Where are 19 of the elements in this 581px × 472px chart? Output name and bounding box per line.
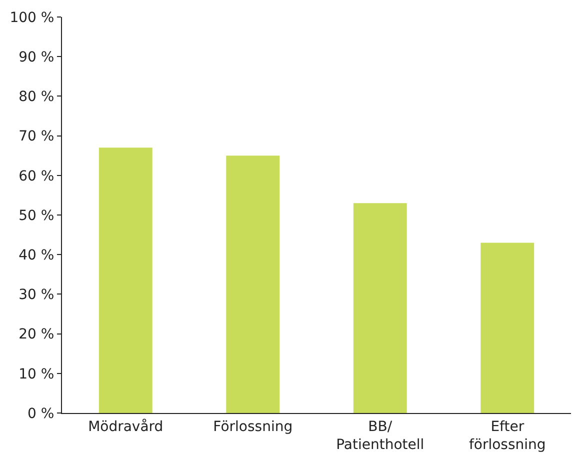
- y-tick-label: 70 %: [18, 128, 54, 145]
- y-tick-label: 0 %: [28, 406, 54, 422]
- y-tick-label: 80 %: [18, 89, 54, 106]
- y-tick-label: 100 %: [10, 10, 54, 26]
- y-tick-label: 50 %: [18, 208, 54, 224]
- x-tick-label: Förlossning: [213, 418, 293, 435]
- bar: [226, 156, 280, 413]
- y-tick-label: 40 %: [18, 248, 54, 264]
- y-tick-label: 30 %: [18, 287, 54, 304]
- y-tick-label: 10 %: [18, 366, 54, 382]
- x-tick-label: BB/ Patienthotell: [336, 418, 424, 453]
- x-tick-label: Efter förlossning: [468, 418, 546, 453]
- bar: [98, 148, 152, 413]
- y-tick-label: 60 %: [18, 168, 54, 184]
- bar: [480, 242, 534, 413]
- y-tick-label: 90 %: [18, 50, 54, 66]
- y-tick-label: 20 %: [18, 326, 54, 343]
- bar: [353, 203, 407, 413]
- x-tick-label: Mödravård: [88, 418, 164, 435]
